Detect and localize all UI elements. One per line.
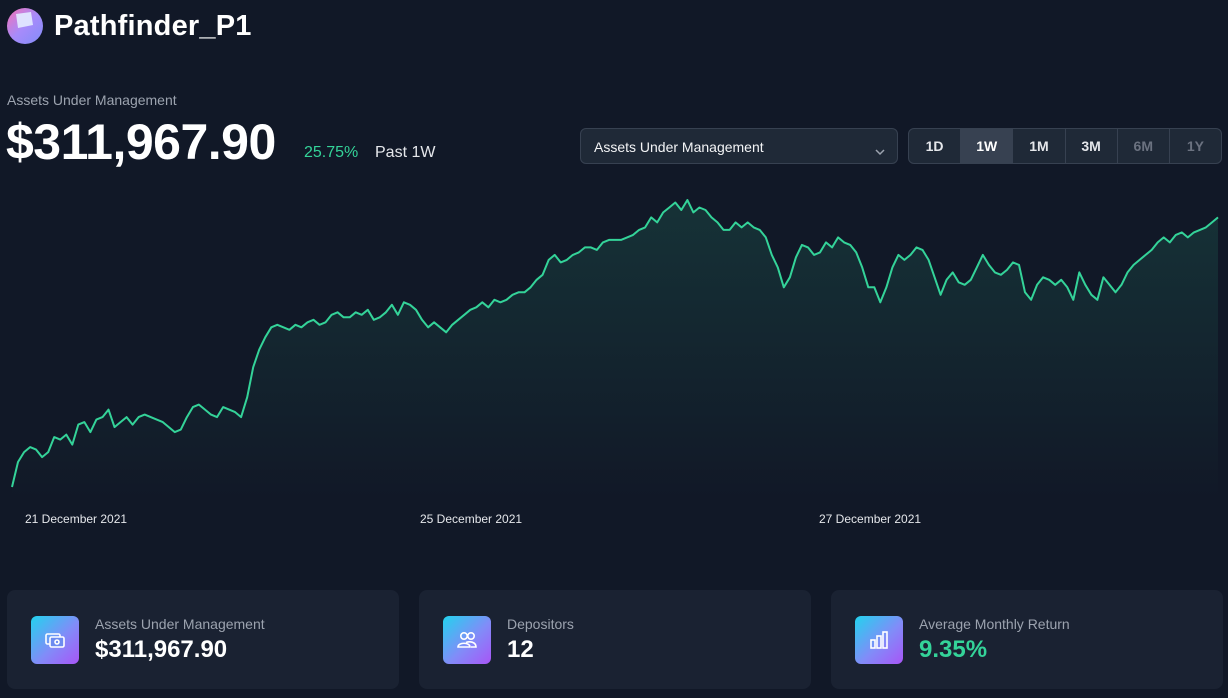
card-value: $311,967.90 xyxy=(95,636,228,663)
card-label: Average Monthly Return xyxy=(919,616,1070,632)
bar-chart-icon xyxy=(855,616,903,664)
chart-series-line xyxy=(11,199,1219,488)
depositors-card: Depositors 12 xyxy=(419,590,811,689)
monthly-return-card: Average Monthly Return 9.35% xyxy=(831,590,1223,689)
period-label: Past 1W xyxy=(375,144,436,161)
aum-label: Assets Under Management xyxy=(7,92,177,108)
range-6m-button[interactable]: 6M xyxy=(1118,129,1170,163)
card-label: Assets Under Management xyxy=(95,616,265,632)
x-tick-label: 27 December 2021 xyxy=(819,512,922,526)
app-title: Pathfinder_P1 xyxy=(54,10,252,42)
change-percent: 25.75% xyxy=(304,144,359,161)
range-1d-button[interactable]: 1D xyxy=(909,129,962,163)
pathfinder-logo[interactable] xyxy=(7,8,43,44)
chevron-down-icon xyxy=(875,143,885,161)
money-icon xyxy=(31,616,79,664)
metric-select-value: Assets Under Management xyxy=(594,139,764,155)
chart-area-fill xyxy=(12,200,1218,500)
aum-chart[interactable] xyxy=(0,180,1228,500)
range-1y-button[interactable]: 1Y xyxy=(1186,138,1204,154)
card-value: 12 xyxy=(507,636,534,663)
x-tick-label: 21 December 2021 xyxy=(25,512,128,526)
card-label: Depositors xyxy=(507,616,574,632)
range-1m-button[interactable]: 1M xyxy=(1013,129,1066,163)
users-icon xyxy=(443,616,491,664)
x-tick-label: 25 December 2021 xyxy=(420,512,523,526)
time-range-group: 1D 1W 1M 3M 6M 1Y xyxy=(908,128,1222,164)
range-3m-button[interactable]: 3M xyxy=(1066,129,1118,163)
metric-select[interactable]: Assets Under Management xyxy=(580,128,898,164)
aum-card: Assets Under Management $311,967.90 xyxy=(7,590,399,689)
card-value: 9.35% xyxy=(919,636,988,663)
aum-value: $311,967.90 xyxy=(6,114,276,170)
range-1w-button[interactable]: 1W xyxy=(961,129,1014,163)
